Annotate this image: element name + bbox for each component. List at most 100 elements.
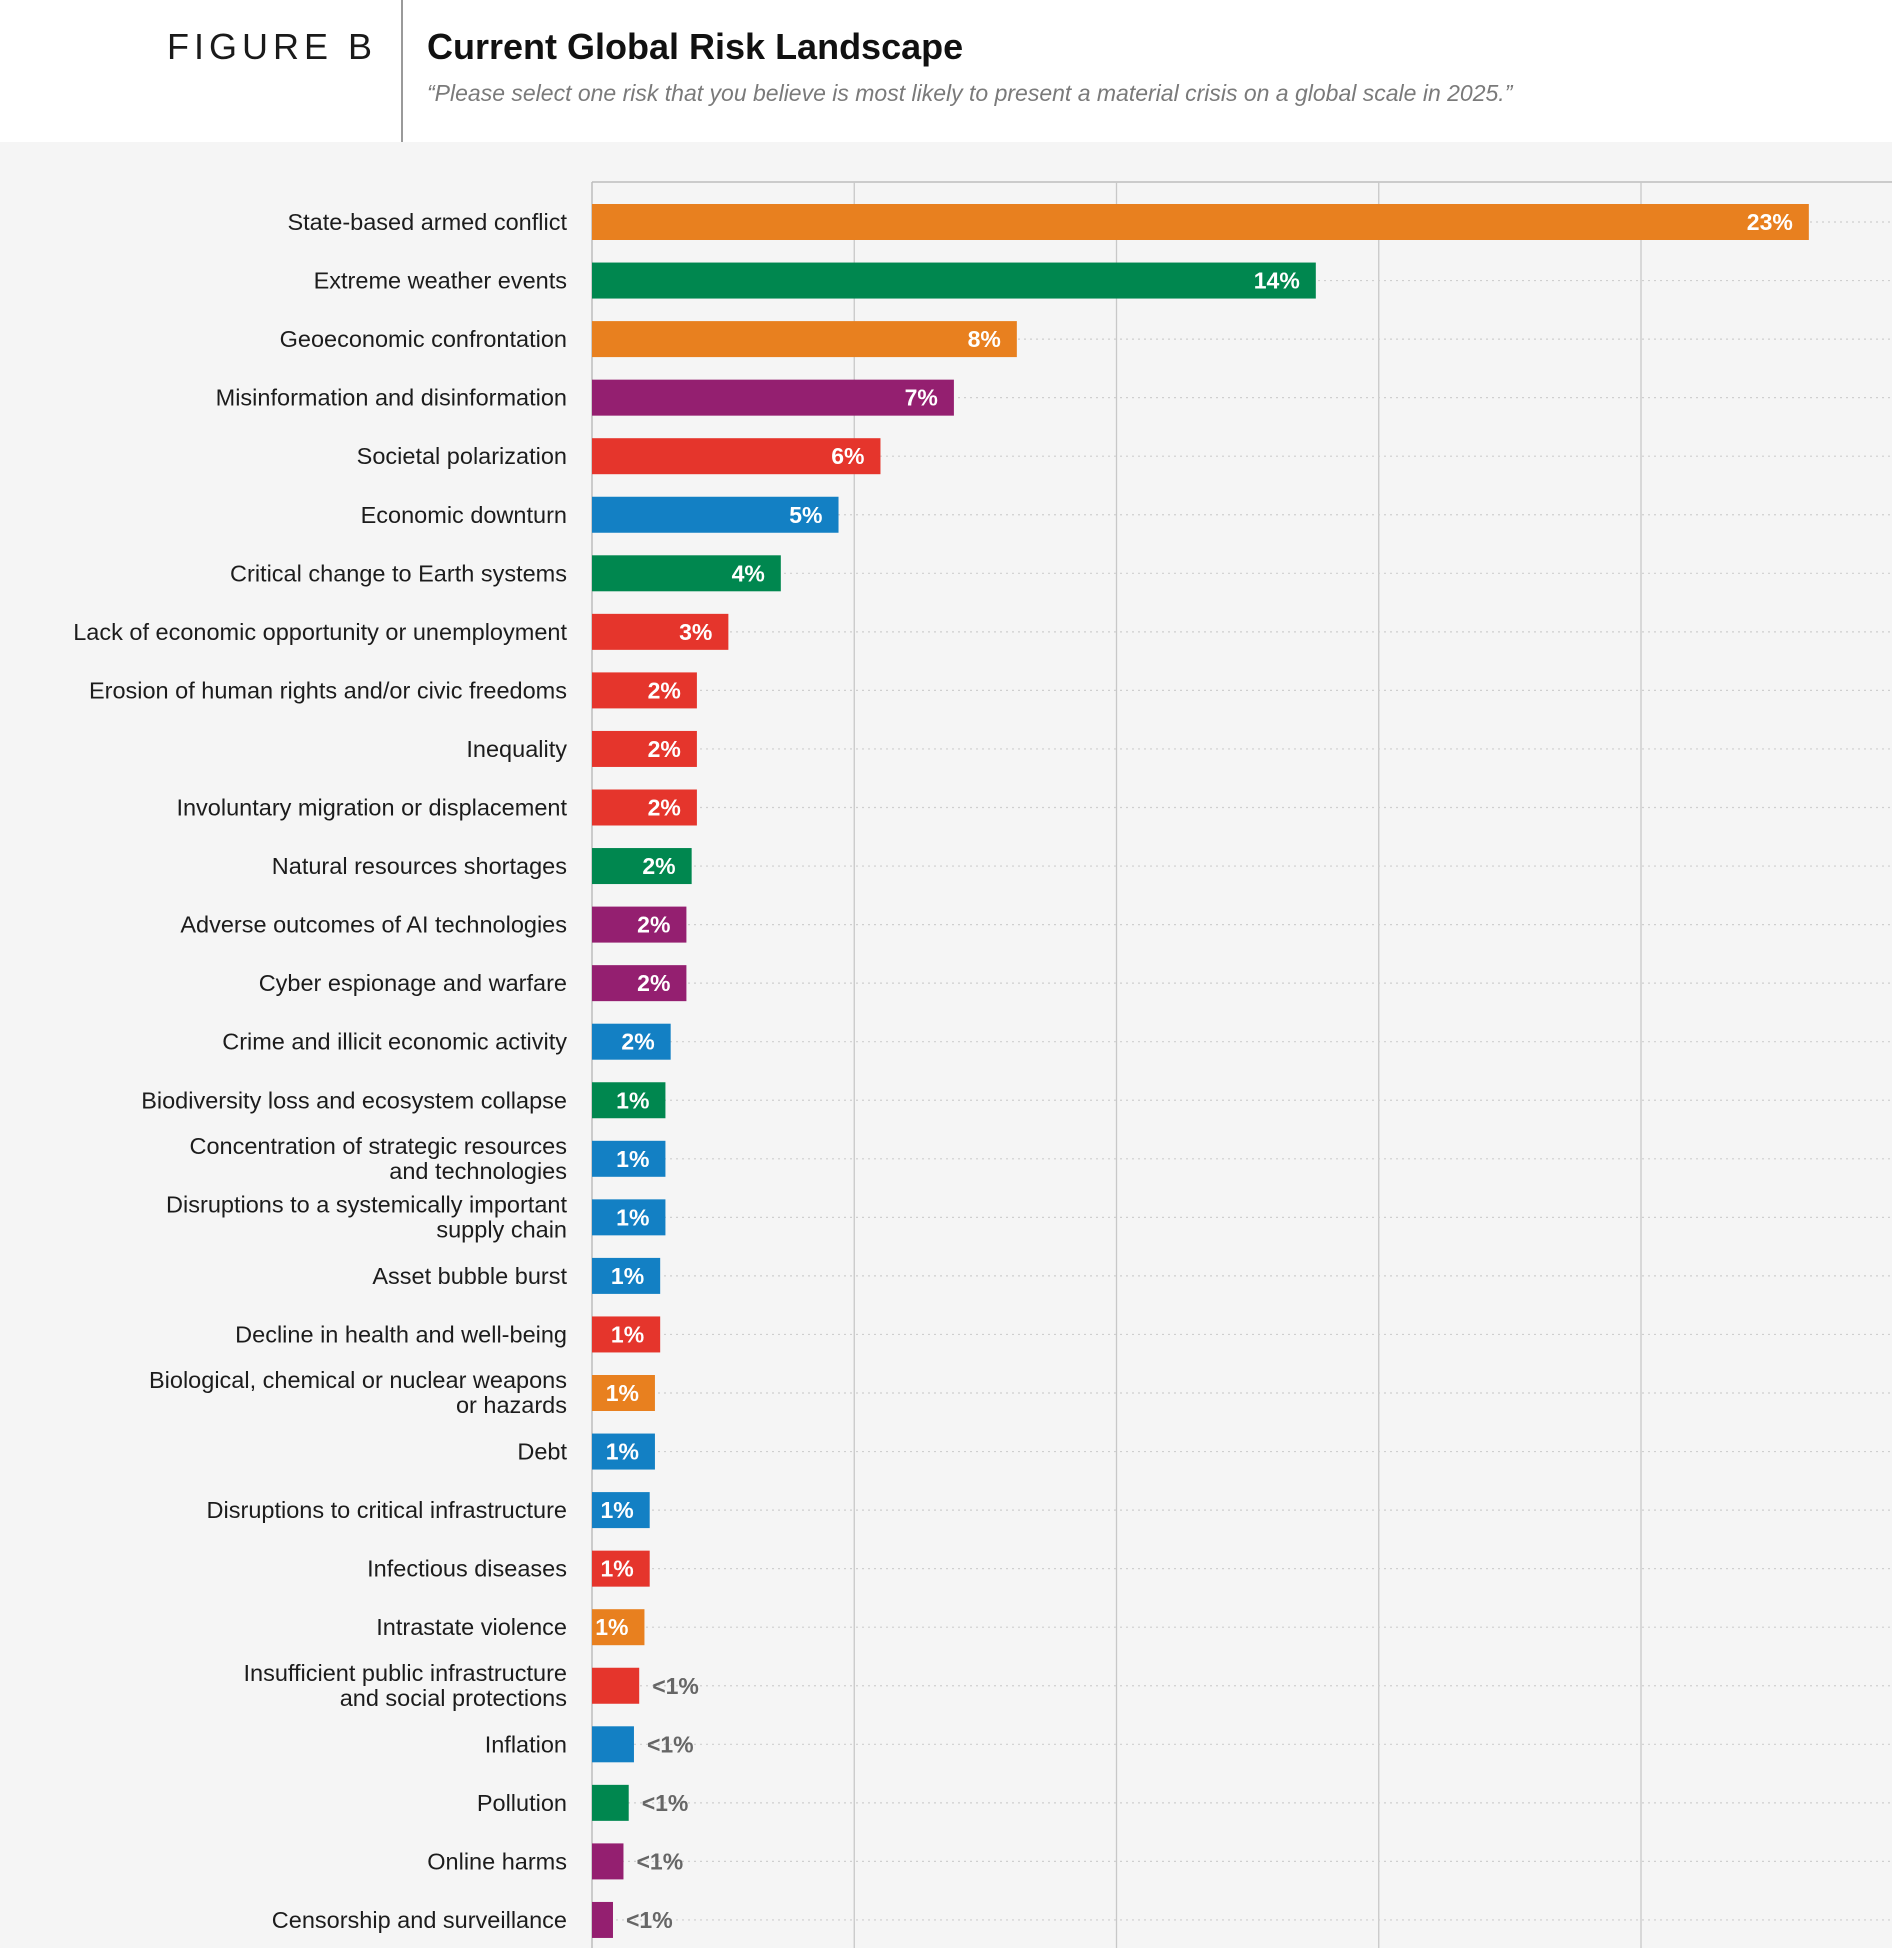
bar — [592, 262, 1316, 299]
category-label: Erosion of human rights and/or civic fre… — [89, 677, 567, 703]
bar — [592, 1140, 666, 1177]
bar-row: Censorship and surveillance <1% — [272, 1901, 1892, 1938]
category-label: State-based armed conflict — [287, 209, 567, 235]
category-label: Involuntary migration or displacement — [176, 795, 567, 821]
bar — [592, 496, 839, 533]
category-label-line: and technologies — [389, 1158, 567, 1184]
bar — [592, 379, 954, 416]
bar — [592, 1433, 655, 1470]
bar-row: Geoeconomic confrontation 8% — [280, 321, 1892, 358]
bar — [592, 1667, 640, 1704]
category-label: Censorship and surveillance — [272, 1907, 567, 1933]
bar — [592, 204, 1809, 240]
bar — [592, 965, 687, 1002]
bar-row: Concentration of strategic resources and … — [190, 1133, 1892, 1184]
bar-row: Intrastate violence 1% — [376, 1609, 1892, 1646]
header-divider — [401, 0, 403, 142]
bar — [592, 1316, 661, 1353]
bar-row: Misinformation and disinformation 7% — [216, 379, 1892, 416]
value-label: 5% — [789, 502, 822, 528]
category-label: Natural resources shortages — [272, 853, 567, 879]
bar-row: Biological, chemical or nuclear weapons o… — [149, 1367, 1892, 1418]
value-label: 2% — [648, 795, 681, 821]
category-label: Decline in health and well-being — [235, 1321, 567, 1347]
bar-row: Decline in health and well-being 1% — [235, 1316, 1892, 1353]
category-label: Disruptions to a systemically important s… — [166, 1191, 567, 1242]
bar-row: Erosion of human rights and/or civic fre… — [89, 672, 1892, 709]
value-label: 23% — [1747, 209, 1793, 235]
category-label: Adverse outcomes of AI technologies — [180, 912, 567, 938]
bar — [592, 672, 697, 709]
bar — [592, 1609, 645, 1646]
bar-row: Critical change to Earth systems 4% — [230, 555, 1892, 592]
value-label: 6% — [831, 443, 864, 469]
category-label: Disruptions to critical infrastructure — [207, 1497, 567, 1523]
value-label: 1% — [600, 1556, 633, 1582]
category-label: Critical change to Earth systems — [230, 560, 567, 586]
bar-row: Economic downturn 5% — [361, 496, 1892, 533]
bar-row: Asset bubble burst 1% — [372, 1257, 1892, 1294]
category-label: Geoeconomic confrontation — [280, 326, 567, 352]
value-label: 2% — [621, 1029, 654, 1055]
bar-row: Involuntary migration or displacement 2% — [176, 789, 1892, 826]
value-label: 1% — [611, 1321, 644, 1347]
chart-rows: State-based armed conflict 23% Extreme wea… — [73, 204, 1892, 1938]
category-label: Intrastate violence — [376, 1614, 567, 1640]
bar-row: Online harms <1% — [427, 1843, 1892, 1880]
value-label: 1% — [600, 1497, 633, 1523]
bar — [592, 438, 881, 475]
value-label: 1% — [616, 1146, 649, 1172]
bar-row: Debt 1% — [517, 1433, 1892, 1470]
value-label: 2% — [642, 853, 675, 879]
value-label: 8% — [968, 326, 1001, 352]
value-label: 1% — [616, 1204, 649, 1230]
value-label: <1% — [642, 1790, 689, 1816]
bar-row: Crime and illicit economic activity 2% — [222, 1023, 1892, 1060]
chart-title: Current Global Risk Landscape — [427, 26, 964, 67]
category-label: Insufficient public infrastructure and so… — [243, 1660, 567, 1711]
value-label: <1% — [636, 1848, 683, 1874]
category-label: Misinformation and disinformation — [216, 385, 567, 411]
category-label: Asset bubble burst — [372, 1263, 567, 1289]
category-label-line: Concentration of strategic resources — [190, 1133, 568, 1159]
category-label-line: and social protections — [340, 1685, 567, 1711]
bar — [592, 1257, 661, 1294]
value-label: 1% — [595, 1614, 628, 1640]
category-label: Concentration of strategic resources and … — [190, 1133, 568, 1184]
category-label: Societal polarization — [357, 443, 567, 469]
bar-row: Societal polarization 6% — [357, 438, 1892, 475]
bar-row: State-based armed conflict 23% — [287, 204, 1892, 240]
bar-row: Cyber espionage and warfare 2% — [259, 965, 1892, 1002]
category-label-line: Biological, chemical or nuclear weapons — [149, 1367, 567, 1393]
chart-subtitle: “Please select one risk that you believe… — [427, 80, 1513, 106]
category-label: Infectious diseases — [367, 1556, 567, 1582]
bar — [592, 1199, 666, 1236]
category-label: Cyber espionage and warfare — [259, 970, 567, 996]
bar — [592, 1550, 650, 1587]
bar-row: Inflation <1% — [485, 1726, 1892, 1763]
figure-label: FIGURE B — [167, 26, 378, 67]
value-label: 1% — [606, 1439, 639, 1465]
value-label: 1% — [606, 1380, 639, 1406]
category-label: Debt — [517, 1439, 567, 1465]
bar — [592, 1726, 634, 1763]
bar — [592, 1843, 624, 1880]
category-label: Crime and illicit economic activity — [222, 1029, 567, 1055]
category-label: Online harms — [427, 1848, 567, 1874]
category-label-line: Disruptions to a systemically important — [166, 1191, 567, 1217]
bar-row: Extreme weather events 14% — [314, 262, 1892, 299]
value-label: 2% — [648, 736, 681, 762]
bar-row: Adverse outcomes of AI technologies 2% — [180, 906, 1892, 943]
category-label: Extreme weather events — [314, 268, 567, 294]
value-label: 14% — [1254, 268, 1300, 294]
grid-lines — [591, 181, 1892, 1948]
bar-row: Pollution <1% — [477, 1784, 1892, 1821]
bar — [592, 1784, 629, 1821]
category-label: Inflation — [485, 1731, 567, 1757]
value-label: <1% — [647, 1731, 694, 1757]
value-label: 2% — [637, 970, 670, 996]
value-label: <1% — [626, 1907, 673, 1933]
bar — [592, 1082, 666, 1119]
value-label: 7% — [905, 385, 938, 411]
